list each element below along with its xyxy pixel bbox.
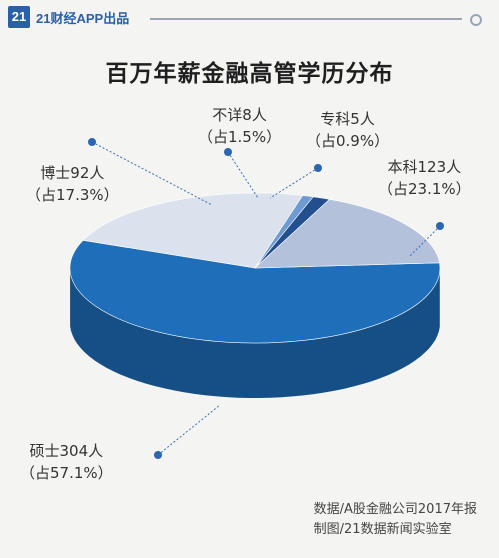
leader-dot-0 — [224, 148, 232, 156]
leader-line-3 — [91, 141, 213, 206]
brand-logo: 21 — [8, 6, 30, 28]
brand-label: 21财经APP出品 — [36, 11, 130, 26]
label-associate-pct: （占0.9%） — [306, 132, 390, 150]
leader-line-2 — [409, 225, 441, 257]
label-master-pct: （占57.1%） — [20, 464, 113, 482]
label-bachelor: 本科123人 （占23.1%） — [378, 156, 471, 200]
header-divider — [150, 18, 462, 20]
label-bachelor-pct: （占23.1%） — [378, 180, 471, 198]
label-unknown: 不详8人 （占1.5%） — [198, 104, 281, 148]
source-note: 数据/A股金融公司2017年报 制图/21数据新闻实验室 — [314, 500, 477, 540]
leader-dot-3 — [88, 138, 96, 146]
label-bachelor-name: 本科123人 — [387, 158, 462, 176]
label-master-name: 硕士304人 — [29, 442, 104, 460]
leader-dot-2 — [436, 222, 444, 230]
label-associate-name: 专科5人 — [320, 110, 375, 128]
source-line-2: 制图/21数据新闻实验室 — [313, 522, 452, 537]
leader-dot-1 — [314, 164, 322, 172]
circle-outline-icon — [470, 14, 482, 26]
leader-line-0 — [227, 151, 259, 199]
chart-title: 百万年薪金融高管学历分布 — [105, 61, 394, 87]
label-unknown-pct: （占1.5%） — [198, 128, 282, 146]
label-master: 硕士304人 （占57.1%） — [20, 440, 113, 484]
pie-side-0 — [70, 271, 440, 398]
source-line-1: 数据/A股金融公司2017年报 — [313, 502, 477, 517]
pie-slice-0 — [69, 239, 441, 344]
label-associate: 专科5人 （占0.9%） — [306, 108, 389, 152]
label-unknown-name: 不详8人 — [212, 106, 267, 124]
header-bar: 21 21财经APP出品 — [0, 0, 499, 34]
pie-slice-1 — [82, 192, 304, 269]
leader-line-4 — [157, 404, 221, 456]
leader-dot-4 — [154, 451, 162, 459]
label-doctor: 博士92人 （占17.3%） — [26, 162, 119, 206]
pie-slice-4 — [254, 198, 440, 269]
label-doctor-pct: （占17.3%） — [26, 186, 119, 204]
label-doctor-name: 博士92人 — [40, 164, 105, 182]
leader-line-1 — [269, 167, 319, 199]
